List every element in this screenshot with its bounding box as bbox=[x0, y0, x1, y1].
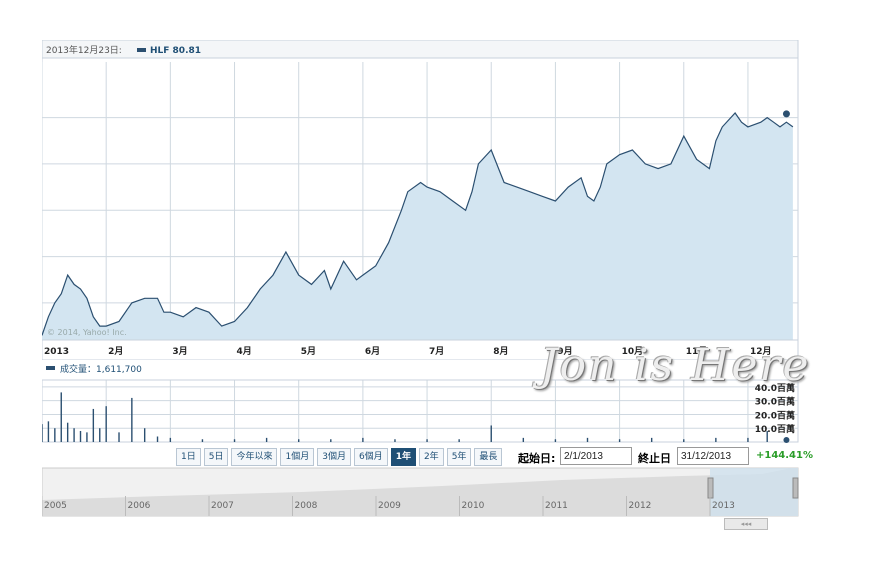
volume-area bbox=[41, 379, 799, 443]
price-line bbox=[41, 112, 794, 336]
x-tick-10: 11月 bbox=[686, 346, 708, 357]
x-tick-5: 6月 bbox=[365, 346, 380, 357]
end-date-label: 終止日 bbox=[638, 452, 671, 465]
volume-header bbox=[42, 360, 798, 380]
overview-area bbox=[42, 468, 798, 516]
range-button-6[interactable]: 1年 bbox=[390, 448, 416, 466]
ticker-label: HLF 80.81 bbox=[150, 46, 201, 56]
header-date: 2013年12月23日: bbox=[46, 44, 122, 56]
range-button-7[interactable]: 2年 bbox=[418, 448, 444, 466]
copyright: © 2014, Yahoo! Inc. bbox=[47, 328, 127, 337]
start-date-input[interactable] bbox=[560, 447, 632, 465]
watermark: Jon is Here bbox=[540, 340, 811, 391]
overview-right-handle bbox=[792, 477, 799, 499]
overview-year-7: 2012 bbox=[629, 501, 652, 511]
vol-tick-0: 40.0百萬 bbox=[755, 382, 795, 394]
range-button-0[interactable]: 1日 bbox=[176, 448, 201, 466]
last-price-marker bbox=[782, 110, 790, 118]
x-tick-4: 5月 bbox=[301, 346, 316, 357]
vol-tick-2: 20.0百萬 bbox=[755, 409, 795, 421]
x-tick-8: 9月 bbox=[557, 346, 572, 357]
overview-scroll-handle[interactable]: ◂◂◂ bbox=[724, 518, 768, 530]
x-tick-2: 3月 bbox=[172, 346, 187, 357]
header-bar bbox=[41, 39, 799, 59]
end-date-input[interactable] bbox=[677, 447, 749, 465]
overview-year-3: 2008 bbox=[295, 501, 318, 511]
change-percent: +144.41% bbox=[756, 450, 813, 461]
volume-last-marker bbox=[783, 437, 790, 443]
vol-tick-1: 30.0百萬 bbox=[755, 396, 795, 408]
range-button-4[interactable]: 3個月 bbox=[317, 448, 351, 466]
range-button-5[interactable]: 6個月 bbox=[353, 448, 388, 466]
overview-left-handle bbox=[707, 477, 714, 499]
overview-year-2: 2007 bbox=[211, 501, 234, 511]
vol-tick-3: 10.0百萬 bbox=[755, 423, 795, 435]
overview-selection bbox=[710, 468, 798, 516]
overview-year-0: 2005 bbox=[44, 501, 67, 511]
range-button-3[interactable]: 1個月 bbox=[280, 448, 315, 466]
ticker-swatch bbox=[137, 48, 146, 52]
range-button-8[interactable]: 5年 bbox=[446, 448, 472, 466]
overview-year-6: 2011 bbox=[545, 501, 568, 511]
chart-frame: 2013年12月23日:HLF 80.814050607080© 2014, Y… bbox=[41, 39, 815, 530]
x-tick-0: 2013 bbox=[44, 347, 69, 357]
range-button-2[interactable]: 今年以來 bbox=[231, 448, 278, 466]
overview-year-1: 2006 bbox=[128, 501, 151, 511]
x-tick-7: 8月 bbox=[493, 346, 508, 357]
price-chart: 2013年12月23日:HLF 80.814050607080© 2014, Y… bbox=[41, 39, 815, 517]
range-buttons: 1日 5日 今年以來 1個月 3個月 6個月 1年 2年 5年 最長 bbox=[176, 448, 503, 466]
volume-swatch bbox=[46, 366, 55, 370]
overview-year-8: 2013 bbox=[712, 501, 735, 511]
range-button-9[interactable]: 最長 bbox=[474, 448, 503, 466]
x-tick-1: 2月 bbox=[108, 346, 123, 357]
x-tick-11: 12月 bbox=[750, 346, 772, 357]
start-date-label: 起始日: bbox=[518, 452, 556, 465]
range-button-1[interactable]: 5日 bbox=[203, 448, 229, 466]
x-tick-6: 7月 bbox=[429, 346, 444, 357]
volume-label: 成交量：1,611,700 bbox=[60, 363, 142, 375]
x-tick-3: 4月 bbox=[237, 346, 252, 357]
overview-year-4: 2009 bbox=[378, 501, 401, 511]
overview-year-5: 2010 bbox=[462, 501, 485, 511]
x-tick-9: 10月 bbox=[622, 346, 644, 357]
